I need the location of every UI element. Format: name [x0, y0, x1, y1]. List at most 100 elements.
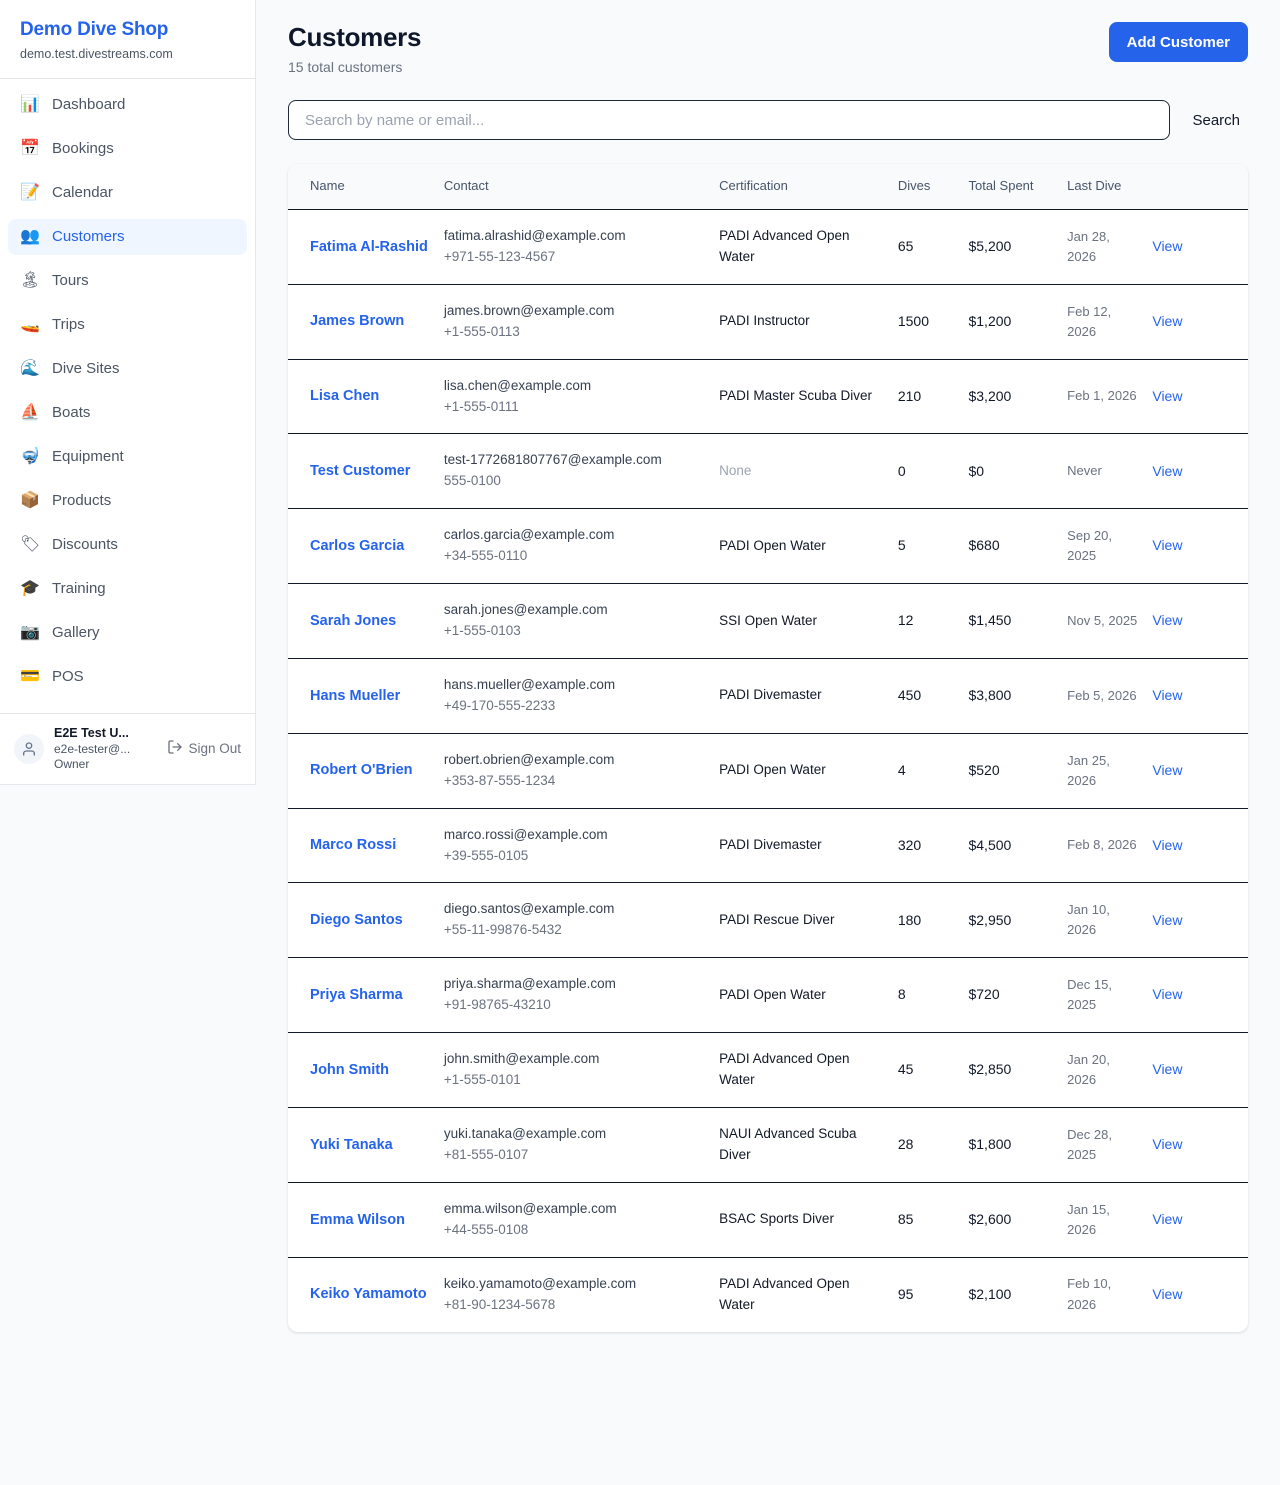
sidebar-item-boats[interactable]: ⛵ Boats [8, 395, 247, 431]
customer-dives: 95 [898, 1257, 969, 1331]
customer-dives: 65 [897, 209, 969, 285]
customer-total-spent: $1,800 [968, 1107, 1068, 1183]
customer-total-spent: $2,950 [968, 882, 1068, 959]
view-customer-link[interactable]: View [1152, 359, 1248, 435]
sidebar-item-pos[interactable]: 💳 POS [8, 659, 247, 695]
customer-email: marco.rossi@example.com [443, 826, 608, 842]
view-customer-link[interactable]: View [1152, 284, 1248, 360]
customer-last-dive: Feb 12, 2026 [1067, 284, 1153, 360]
customer-name-link[interactable]: Lisa Chen [288, 359, 444, 435]
customer-name-link[interactable]: John Smith [288, 1032, 444, 1109]
sidebar-item-equipment[interactable]: 🤿 Equipment [8, 439, 247, 475]
view-customer-link-text: View [1152, 237, 1183, 254]
sidebar-item-label: Tours [52, 272, 89, 290]
sidebar-item-dashboard[interactable]: 📊 Dashboard [8, 87, 247, 123]
view-customer-link[interactable]: View [1152, 1032, 1248, 1109]
view-customer-link[interactable]: View [1152, 882, 1248, 959]
customer-dives-text: 180 [897, 911, 922, 928]
customer-email: diego.santos@example.com [443, 901, 615, 917]
sidebar-item-discounts[interactable]: 🏷 Discounts [8, 527, 247, 563]
customer-name-link-text: Robert O'Brien [310, 762, 413, 779]
customer-name-link-text: Diego Santos [310, 912, 403, 929]
sidebar-item-label: Boats [52, 404, 91, 422]
column-header-contact: Contact [443, 164, 720, 210]
customer-certification: PADI Open Water [719, 733, 898, 809]
sidebar-item-label: Calendar [52, 184, 113, 202]
customer-phone: +1-555-0101 [443, 1072, 521, 1088]
customer-last-dive: Jan 25, 2026 [1067, 733, 1153, 809]
sidebar-item-tours[interactable]: 🏝 Tours [8, 263, 247, 299]
customer-contact: keiko.yamamoto@example.com +81-90-1234-56… [444, 1257, 719, 1331]
view-customer-link[interactable]: View [1152, 1257, 1248, 1331]
view-customer-link-text: View [1152, 1285, 1183, 1302]
sidebar-item-calendar[interactable]: 📝 Calendar [8, 175, 247, 211]
customer-contact: lisa.chen@example.com +1-555-0111 [443, 359, 720, 435]
view-customer-link[interactable]: View [1152, 1182, 1248, 1258]
customer-name-link[interactable]: Priya Sharma [288, 957, 444, 1034]
camera-icon: 📷 [20, 623, 40, 641]
view-customer-link[interactable]: View [1152, 583, 1248, 659]
sidebar-item-training[interactable]: 🎓 Training [8, 571, 247, 607]
view-customer-link[interactable]: View [1152, 658, 1248, 734]
add-customer-button[interactable]: Add Customer [1108, 22, 1248, 62]
customer-last-dive: Feb 8, 2026 [1067, 808, 1153, 884]
customer-dives: 4 [897, 733, 969, 809]
customer-name-link[interactable]: Diego Santos [288, 882, 444, 959]
customer-name-link[interactable]: Sarah Jones [288, 583, 444, 659]
view-customer-link[interactable]: View [1152, 1107, 1248, 1183]
customer-name-link[interactable]: Marco Rossi [288, 808, 444, 884]
customer-email: fatima.alrashid@example.com [443, 227, 626, 243]
customer-last-dive: Feb 10, 2026 [1067, 1257, 1152, 1331]
user-email: e2e-tester@... [54, 741, 131, 756]
customer-name-link-text: Lisa Chen [310, 388, 380, 405]
customer-name-link[interactable]: Robert O'Brien [288, 733, 444, 809]
customer-last-dive: Feb 5, 2026 [1067, 658, 1153, 734]
customer-name-link-text: Carlos Garcia [310, 537, 405, 554]
sidebar-item-gallery[interactable]: 📷 Gallery [8, 615, 247, 651]
view-customer-link[interactable]: View [1152, 957, 1248, 1034]
customer-contact: hans.mueller@example.com +49-170-555-2233 [443, 658, 720, 734]
customer-certification-text: PADI Divemaster [719, 687, 822, 703]
sidebar-item-trips[interactable]: 🚤 Trips [8, 307, 247, 343]
customer-name-link[interactable]: Test Customer [288, 433, 444, 510]
customer-total-spent: $3,800 [968, 658, 1068, 734]
graduation-cap-icon: 🎓 [20, 579, 40, 597]
customer-total-spent: $0 [968, 433, 1068, 510]
customer-name-link[interactable]: Carlos Garcia [288, 508, 444, 585]
customer-name-link[interactable]: Fatima Al-Rashid [288, 209, 444, 285]
customer-name-link[interactable]: Emma Wilson [288, 1182, 444, 1258]
column-header-name: Name [288, 164, 444, 210]
customer-dives-text: 5 [897, 537, 906, 554]
island-icon: 🏝 [20, 271, 41, 289]
customer-total-spent-text: $2,850 [968, 1061, 1012, 1078]
view-customer-link[interactable]: View [1152, 433, 1248, 510]
search-button[interactable]: Search [1184, 108, 1248, 133]
customer-name-link[interactable]: Yuki Tanaka [288, 1107, 444, 1183]
view-customer-link[interactable]: View [1152, 808, 1248, 884]
search-input[interactable] [288, 100, 1171, 140]
sidebar-item-bookings[interactable]: 📅 Bookings [8, 131, 247, 167]
table-row: Sarah Jones sarah.jones@example.com +1-555… [288, 583, 1248, 659]
view-customer-link[interactable]: View [1152, 508, 1248, 585]
column-header-dives: Dives [897, 164, 969, 210]
customer-name-link-text: Marco Rossi [310, 837, 397, 854]
customer-name-link[interactable]: James Brown [288, 284, 444, 360]
view-customer-link[interactable]: View [1152, 209, 1248, 285]
sign-out-icon [167, 739, 183, 758]
sidebar-item-customers[interactable]: 👥 Customers [8, 218, 247, 255]
sidebar-item-dive-sites[interactable]: 🌊 Dive Sites [8, 351, 247, 387]
view-customer-link[interactable]: View [1152, 733, 1248, 809]
sidebar-item-products[interactable]: 📦 Products [8, 483, 247, 519]
customer-name-link[interactable]: Keiko Yamamoto [288, 1257, 444, 1331]
sign-out-button[interactable]: Sign Out [167, 739, 241, 758]
customer-name-link[interactable]: Hans Mueller [288, 658, 444, 734]
customer-phone: +39-555-0105 [443, 847, 529, 863]
sidebar-item-label: Customers [52, 228, 125, 246]
column-header-actions [1152, 164, 1248, 210]
page-header: Customers 15 total customers Add Custome… [288, 22, 1248, 75]
customer-name-link-text: Keiko Yamamoto [310, 1286, 427, 1303]
user-meta: E2E Test U... e2e-tester@... Owner [54, 726, 130, 772]
customer-certification: PADI Advanced Open Water [719, 1257, 898, 1331]
table-body: Fatima Al-Rashid fatima.alrashid@example.… [288, 209, 1248, 1331]
customer-name-link-text: Sarah Jones [310, 612, 397, 629]
